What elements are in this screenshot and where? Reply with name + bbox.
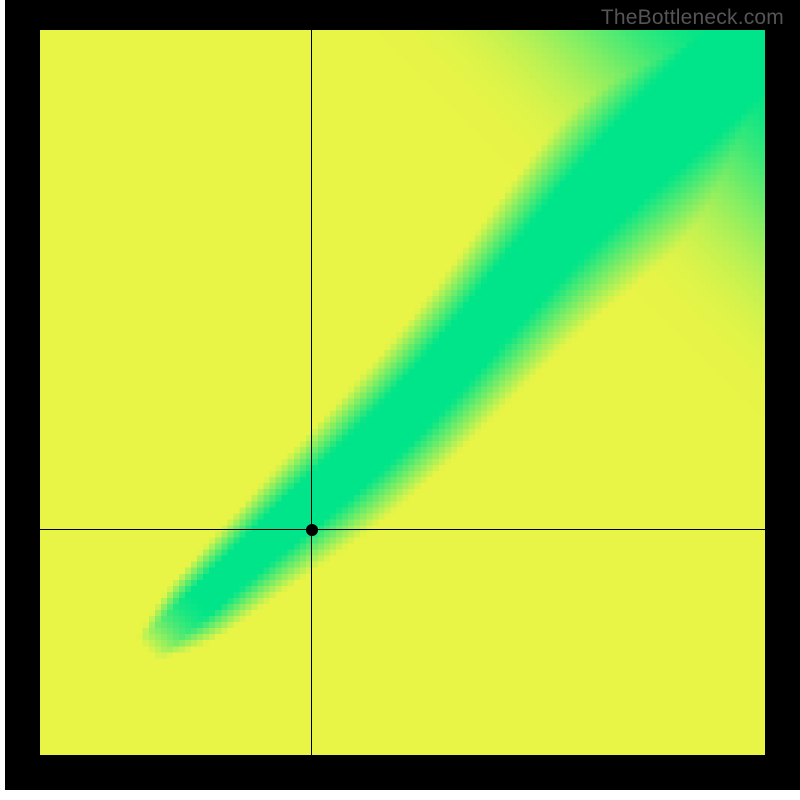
heatmap-canvas (40, 30, 765, 755)
crosshair-vertical (311, 30, 312, 755)
watermark-label: TheBottleneck.com (601, 6, 784, 30)
plot-border-right (765, 0, 800, 790)
plot-border-left (5, 0, 40, 790)
crosshair-horizontal (40, 529, 765, 530)
plot-border-bottom (5, 755, 800, 790)
chart-container: TheBottleneck.com (0, 0, 800, 800)
intersection-marker (306, 524, 318, 536)
